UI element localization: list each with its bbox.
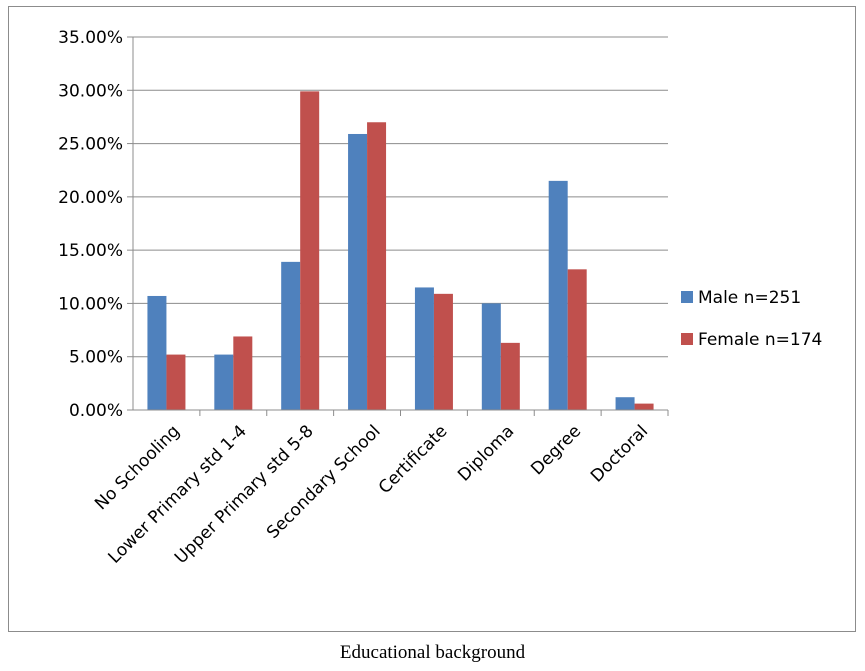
chart-frame: 0.00% 5.00% 10.00% 15.00% 20.00% 25.00% 30.00%… xyxy=(8,6,856,632)
legend: Male n=251 Female n=174 xyxy=(681,288,822,350)
y-tick-label: 30.00% xyxy=(58,81,123,101)
y-tick-label: 20.00% xyxy=(58,188,123,208)
legend-label-female: Female n=174 xyxy=(698,330,822,350)
bar-male xyxy=(214,354,234,410)
bar-male xyxy=(281,261,301,410)
bar-female xyxy=(433,293,453,410)
x-tick-label: Lower Primary std 1-4 xyxy=(105,421,251,567)
y-tick-label: 25.00% xyxy=(58,135,123,155)
legend-label-male: Male n=251 xyxy=(698,288,801,308)
figure-caption: Educational background xyxy=(339,642,526,663)
y-tick-label: 0.00% xyxy=(69,401,123,421)
bar-female xyxy=(367,122,387,410)
gridlines xyxy=(133,36,668,358)
bar-male xyxy=(348,133,368,410)
bar-female xyxy=(567,269,587,410)
x-tick-label: Degree xyxy=(527,421,585,479)
y-tick-label: 15.00% xyxy=(58,241,123,261)
bar-female xyxy=(300,91,320,410)
bar-male xyxy=(481,303,501,410)
bars xyxy=(147,91,654,410)
y-tick-label: 5.00% xyxy=(69,348,123,368)
x-tick-label: Secondary School xyxy=(263,421,385,543)
bar-chart: 0.00% 5.00% 10.00% 15.00% 20.00% 25.00% 30.00%… xyxy=(58,28,822,568)
bar-female xyxy=(634,403,654,410)
legend-swatch-female xyxy=(681,333,693,345)
bar-male xyxy=(615,397,635,410)
bar-female xyxy=(166,354,186,410)
x-tick-label: Diploma xyxy=(454,421,518,485)
bar-male xyxy=(147,295,167,410)
x-tick-label: Certificate xyxy=(375,421,452,498)
bar-male xyxy=(414,287,434,410)
y-tick-label: 10.00% xyxy=(58,294,123,314)
legend-swatch-male xyxy=(681,291,693,303)
y-tick-label: 35.00% xyxy=(58,28,123,48)
bar-female xyxy=(233,336,253,410)
bar-female xyxy=(500,342,520,410)
bar-male xyxy=(548,180,568,410)
x-tick-label: Doctoral xyxy=(587,421,652,486)
